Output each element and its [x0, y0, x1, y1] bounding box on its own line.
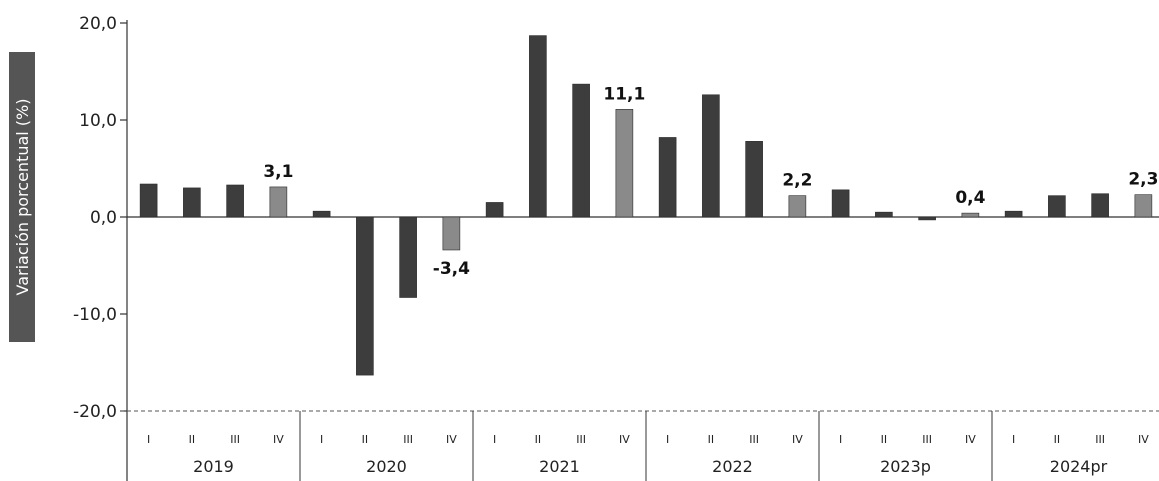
bar	[1048, 195, 1066, 218]
bar	[918, 216, 936, 221]
x-axis: I II III IV I II III IV I II III IV I II III IV I II III IV…	[147, 411, 1149, 481]
data-label: 2,3	[1128, 170, 1158, 190]
bar	[1004, 210, 1023, 218]
year-label: 2022	[712, 457, 753, 476]
y-tick-label: 10,0	[79, 111, 117, 131]
quarter-label: II	[362, 433, 369, 446]
bar	[183, 187, 201, 218]
quarter-label: I	[666, 433, 669, 446]
quarter-label: IV	[1138, 433, 1149, 446]
quarter-label: II	[881, 433, 888, 446]
bar	[485, 202, 504, 218]
quarter-label: IV	[619, 433, 630, 446]
y-axis-title-group: Variación porcentual (%)	[9, 52, 35, 342]
bar	[529, 35, 547, 218]
bar	[442, 216, 461, 251]
bar	[226, 184, 244, 218]
data-labels: 3,1 -3,4 11,1 2,2 0,4 2,3	[263, 84, 1158, 279]
y-tick-label: 20,0	[79, 14, 117, 34]
year-label: 2020	[366, 457, 407, 476]
quarter-label: I	[839, 433, 842, 446]
data-label: 3,1	[263, 162, 293, 182]
y-axis-title: Variación porcentual (%)	[13, 99, 32, 296]
y-tick-label: 0,0	[90, 208, 117, 228]
bar	[1091, 193, 1109, 218]
year-label: 2024pr	[1050, 457, 1108, 476]
year-label: 2021	[539, 457, 580, 476]
quarter-label: III	[922, 433, 932, 446]
quarter-label: I	[320, 433, 323, 446]
bar	[788, 195, 807, 218]
quarter-label: III	[1095, 433, 1105, 446]
quarter-label: III	[576, 433, 586, 446]
quarter-label: III	[749, 433, 759, 446]
bar	[1134, 194, 1153, 218]
bar	[139, 183, 158, 218]
quarter-label: I	[493, 433, 496, 446]
bar	[745, 141, 763, 218]
bar	[961, 212, 980, 218]
bars	[139, 35, 1153, 376]
data-label: 2,2	[782, 171, 812, 191]
year-label: 2019	[193, 457, 234, 476]
quarter-label: IV	[965, 433, 976, 446]
quarter-label: I	[1012, 433, 1015, 446]
bar	[572, 83, 590, 218]
axes: 20,0 10,0 0,0 -10,0 -20,0	[73, 14, 1159, 481]
quarter-label: II	[189, 433, 196, 446]
bar	[356, 216, 374, 376]
bar	[399, 216, 417, 298]
data-label: 11,1	[603, 84, 645, 104]
quarter-label: III	[230, 433, 240, 446]
quarter-label: IV	[446, 433, 457, 446]
bar	[312, 210, 331, 218]
year-label: 2023p	[880, 457, 931, 476]
data-label: -3,4	[433, 259, 470, 279]
bar	[702, 94, 720, 218]
bar	[658, 137, 677, 218]
quarter-label: I	[147, 433, 150, 446]
quarter-label: IV	[273, 433, 284, 446]
quarter-label: IV	[792, 433, 803, 446]
quarter-label: II	[1054, 433, 1061, 446]
quarter-label: II	[535, 433, 542, 446]
quarter-label: III	[403, 433, 413, 446]
bar	[831, 189, 850, 218]
bar	[615, 109, 634, 218]
bar	[269, 186, 288, 218]
data-label: 0,4	[955, 188, 985, 208]
bar	[875, 211, 893, 218]
y-axis-title-box	[9, 52, 35, 342]
y-tick-label: -10,0	[73, 305, 117, 325]
y-tick-label: -20,0	[73, 402, 117, 422]
quarter-label: II	[708, 433, 715, 446]
